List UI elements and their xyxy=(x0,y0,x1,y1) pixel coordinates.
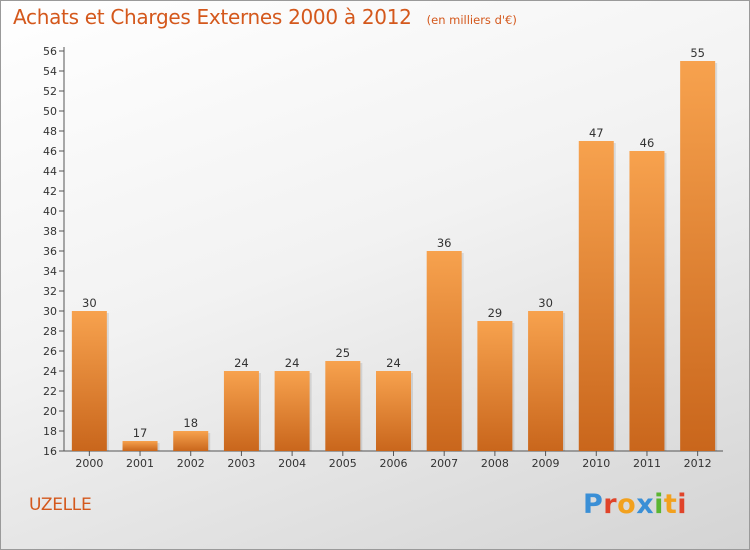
proxiti-logo[interactable]: Proxiti xyxy=(583,489,687,520)
x-tick-label: 2009 xyxy=(532,457,560,470)
y-tick-label: 52 xyxy=(43,85,57,98)
logo-letter: x xyxy=(636,489,655,520)
bar-value-label: 24 xyxy=(234,356,249,370)
y-tick-label: 26 xyxy=(43,345,57,358)
logo-letter: o xyxy=(617,489,637,520)
logo-letter: i xyxy=(677,489,688,520)
y-tick-label: 30 xyxy=(43,305,57,318)
bar-value-label: 24 xyxy=(386,356,401,370)
commune-name: UZELLE xyxy=(29,495,92,515)
y-tick-label: 34 xyxy=(43,265,57,278)
y-tick-label: 18 xyxy=(43,425,57,438)
bar-value-label: 30 xyxy=(538,296,553,310)
x-tick-label: 2000 xyxy=(75,457,103,470)
x-tick-label: 2004 xyxy=(278,457,306,470)
y-tick-label: 40 xyxy=(43,205,57,218)
bar-value-label: 18 xyxy=(183,416,198,430)
y-tick-label: 50 xyxy=(43,105,57,118)
bar xyxy=(376,371,411,451)
y-tick-label: 16 xyxy=(43,445,57,458)
y-tick-label: 20 xyxy=(43,405,57,418)
bar-value-label: 46 xyxy=(640,136,655,150)
y-tick-label: 28 xyxy=(43,325,57,338)
bar xyxy=(325,361,361,451)
bar-value-label: 36 xyxy=(437,236,452,250)
bar-value-label: 24 xyxy=(285,356,300,370)
y-tick-label: 48 xyxy=(43,125,57,138)
bar xyxy=(173,431,209,451)
chart-title-row: Achats et Charges Externes 2000 à 2012 (… xyxy=(13,5,517,29)
y-tick-label: 32 xyxy=(43,285,57,298)
x-tick-label: 2003 xyxy=(227,457,255,470)
bar xyxy=(629,151,665,451)
x-tick-label: 2008 xyxy=(481,457,509,470)
bar-value-label: 55 xyxy=(690,46,705,60)
y-tick-label: 56 xyxy=(43,45,57,58)
bar xyxy=(578,141,614,451)
x-tick-label: 2012 xyxy=(684,457,712,470)
bar xyxy=(426,251,462,451)
bar-value-label: 17 xyxy=(133,426,148,440)
bar-value-label: 30 xyxy=(82,296,97,310)
x-tick-label: 2002 xyxy=(177,457,205,470)
bar-value-label: 47 xyxy=(589,126,604,140)
y-tick-label: 24 xyxy=(43,365,57,378)
x-tick-label: 2005 xyxy=(329,457,357,470)
chart-unit: (en milliers d'€) xyxy=(426,13,517,27)
bar xyxy=(274,371,310,451)
y-tick-label: 46 xyxy=(43,145,57,158)
bar xyxy=(680,61,716,451)
x-tick-label: 2011 xyxy=(633,457,661,470)
bar xyxy=(223,371,259,451)
y-tick-label: 44 xyxy=(43,165,57,178)
bar xyxy=(71,311,107,451)
y-tick-label: 22 xyxy=(43,385,57,398)
bar xyxy=(528,311,564,451)
logo-letter: r xyxy=(603,489,618,520)
bar xyxy=(477,321,513,451)
chart-title: Achats et Charges Externes 2000 à 2012 xyxy=(13,5,412,29)
x-tick-label: 2006 xyxy=(380,457,408,470)
y-tick-label: 36 xyxy=(43,245,57,258)
y-tick-label: 42 xyxy=(43,185,57,198)
logo-letter: i xyxy=(654,489,664,520)
logo-letter: t xyxy=(663,489,678,520)
bar-value-label: 29 xyxy=(488,306,503,320)
bar xyxy=(122,441,158,451)
x-tick-label: 2010 xyxy=(582,457,610,470)
y-tick-label: 54 xyxy=(43,65,57,78)
logo-letter: P xyxy=(583,489,604,520)
bar-value-label: 25 xyxy=(335,346,350,360)
y-tick-label: 38 xyxy=(43,225,57,238)
x-tick-label: 2007 xyxy=(430,457,458,470)
x-tick-label: 2001 xyxy=(126,457,154,470)
